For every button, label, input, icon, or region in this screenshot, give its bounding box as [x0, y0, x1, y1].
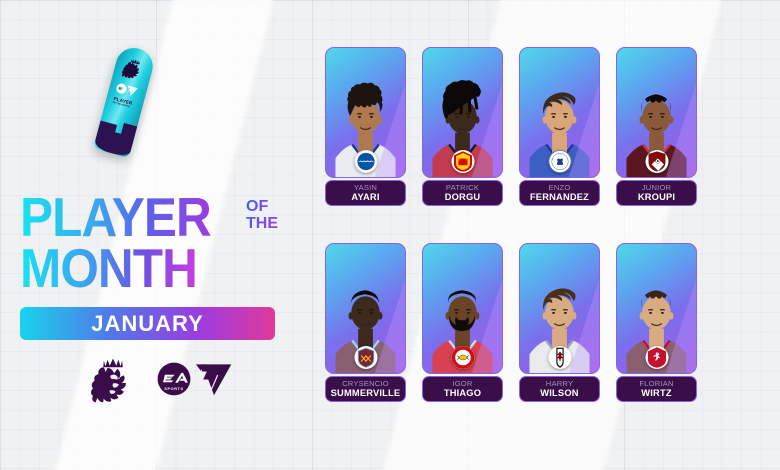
svg-text:SPORTS: SPORTS	[164, 387, 183, 391]
